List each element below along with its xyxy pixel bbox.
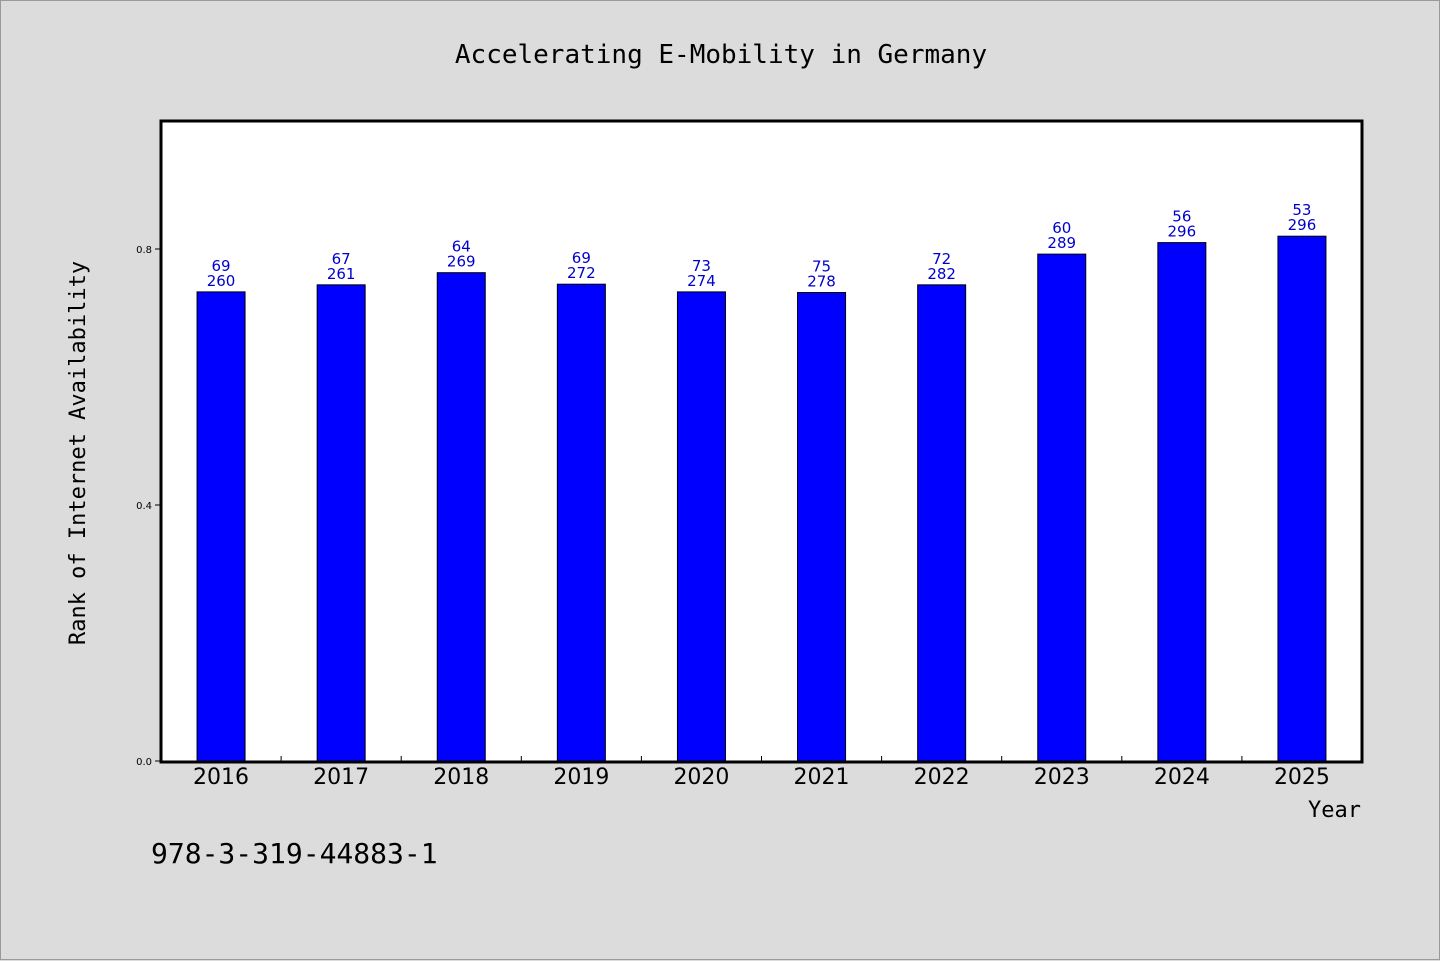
bar-2018	[436, 272, 486, 762]
data-label-top-2021: 75	[812, 258, 831, 276]
data-label-top-2018: 64	[452, 238, 471, 256]
data-label-top-2016: 69	[212, 257, 231, 275]
bar-2017	[316, 284, 366, 762]
bar-2025	[1277, 235, 1327, 762]
data-label-bottom-2023: 289	[1047, 234, 1076, 252]
data-label-top-2022: 72	[932, 250, 951, 268]
x-tick-label-2016: 2016	[193, 765, 249, 790]
plot-border	[159, 119, 1364, 764]
bar-2020	[676, 291, 726, 762]
data-label-top-2024: 56	[1172, 208, 1191, 226]
data-label-bottom-2022: 282	[927, 265, 956, 283]
data-label-bottom-2019: 272	[567, 264, 596, 282]
data-label-bottom-2016: 260	[207, 272, 236, 290]
isbn-footer: 978-3-319-44883-1	[151, 837, 438, 870]
data-label-bottom-2024: 296	[1168, 223, 1197, 241]
x-tick-label-2019: 2019	[553, 765, 609, 790]
bar-2021	[797, 292, 847, 762]
x-tick-label-2018: 2018	[433, 765, 489, 790]
bars-group	[196, 235, 1327, 762]
x-axis-title: Year	[1308, 798, 1361, 823]
bar-2024	[1157, 242, 1207, 762]
y-axis-title: Rank of Internet Availability	[66, 261, 91, 645]
data-label-top-2025: 53	[1292, 201, 1311, 219]
data-label-bottom-2020: 274	[687, 272, 716, 290]
x-tick-label-2021: 2021	[794, 765, 850, 790]
y-tick-label-0.0: 0.0	[136, 757, 152, 768]
x-tick-label-2024: 2024	[1154, 765, 1210, 790]
data-label-top-2020: 73	[692, 257, 711, 275]
x-ticks-group: 2016 2017 2018 2019 2020 2021 2022 2023 2024 2025	[193, 756, 1330, 790]
bar-2016	[196, 291, 246, 762]
bar-2019	[556, 283, 606, 762]
data-label-top-2017: 67	[332, 250, 351, 268]
x-tick-label-2020: 2020	[673, 765, 729, 790]
data-label-bottom-2017: 261	[327, 265, 356, 283]
bar-2022	[917, 284, 967, 762]
data-label-top-2023: 60	[1052, 219, 1071, 237]
data-label-bottom-2021: 278	[807, 273, 836, 291]
data-label-bottom-2018: 269	[447, 253, 476, 271]
x-tick-label-2025: 2025	[1274, 765, 1330, 790]
x-tick-label-2022: 2022	[914, 765, 970, 790]
y-tick-label-0.8: 0.8	[136, 245, 152, 256]
data-label-top-2019: 69	[572, 249, 591, 267]
x-tick-label-2023: 2023	[1034, 765, 1090, 790]
y-tick-label-0.4: 0.4	[136, 501, 152, 512]
data-label-bottom-2025: 296	[1288, 216, 1317, 234]
chart-title: Accelerating E-Mobility in Germany	[455, 40, 987, 70]
y-ticks-group: 0.0 0.4 0.8	[136, 245, 161, 768]
bar-2023	[1037, 253, 1087, 762]
x-tick-label-2017: 2017	[313, 765, 369, 790]
